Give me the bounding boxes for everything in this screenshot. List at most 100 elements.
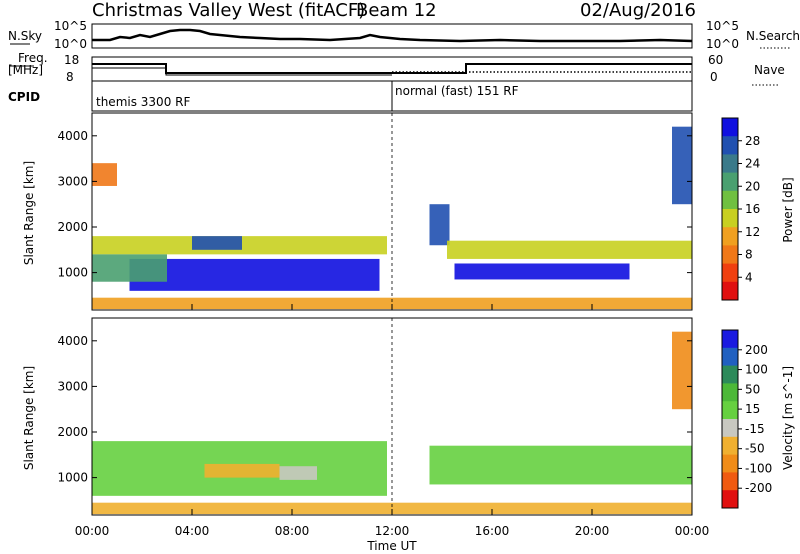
power-colorbar: 28 24 20 16 12 8 4 Power [dB] [721,117,795,301]
velocity-band-3 [92,502,692,515]
power-colorbar-tick-2: 20 [745,179,760,193]
velocity-colorbar-label: Velocity [m s^-1] [781,366,795,470]
power-colorbar-tick-5: 8 [745,248,753,262]
power-x-ticks [91,304,693,310]
nsky-tick-bottom: 10^0 [54,37,87,51]
velocity-y-tick-label-3: 4000 [57,334,88,348]
nave-tick-bottom: 0 [710,70,718,84]
x-axis-label: Time UT [366,539,417,553]
power-bands [92,126,692,310]
velocity-colorbar-cell-0 [722,330,738,349]
power-band-9 [92,163,117,186]
power-band-3 [92,254,167,282]
velocity-colorbar-cell-1 [722,347,738,367]
freq-tick-top: 18 [64,53,79,67]
nave-label: Nave [754,63,785,77]
power-colorbar-cell-0 [722,118,738,137]
power-ylabel: Slant Range [km] [22,161,36,265]
nsky-panel: N.Sky 10^5 10^0 10^5 10^0 N.Search [8,19,800,51]
nave-trace [92,67,392,76]
velocity-x-ticks [91,509,693,515]
x-tick-label-0: 00:00 [75,524,110,538]
velocity-y-tick-label-0: 1000 [57,471,88,485]
cpid-label: CPID [8,90,40,104]
power-colorbar-cell-8 [722,263,738,283]
power-colorbar-cell-6 [722,227,738,246]
x-tick-labels: 00:00 04:00 08:00 12:00 16:00 20:00 00:00 [75,524,710,538]
date-title: 02/Aug/2016 [580,0,696,21]
beam-title: Beam 12 [356,0,437,21]
power-band-7 [454,263,630,280]
nsearch-label: N.Search [746,29,800,43]
velocity-colorbar-tick-1: 100 [745,363,768,377]
cpid-segment-1: themis 3300 RF [96,95,190,109]
power-colorbar-cell-3 [722,172,738,192]
velocity-colorbar-tick-3: 15 [745,402,760,416]
velocity-colorbar-cell-6 [722,436,738,456]
velocity-bands [92,331,692,515]
power-colorbar-tick-1: 24 [745,157,760,171]
velocity-band-4 [429,445,692,485]
x-tick-label-4: 16:00 [475,524,510,538]
nsky-label: N.Sky [8,29,42,43]
power-colorbar-cell-2 [722,154,738,174]
freq-label-1: Freq. [18,51,48,65]
power-colorbar-tick-3: 16 [745,202,760,216]
velocity-colorbar-tick-6: -100 [745,461,772,475]
velocity-colorbar-cell-8 [722,472,738,491]
freq-tick-bottom: 8 [66,70,74,84]
velocity-y-tick-label-1: 2000 [57,425,88,439]
power-colorbar-tick-6: 4 [745,270,753,284]
power-band-5 [429,204,450,246]
station-title: Christmas Valley West (fitACF) [92,0,365,21]
power-colorbar-tick-4: 12 [745,225,760,239]
power-band-8 [672,126,692,205]
velocity-band-5 [672,331,692,410]
cpid-panel: CPID themis 3300 RF normal (fast) 151 RF [8,80,693,112]
velocity-colorbar-tick-4: -15 [745,422,765,436]
power-colorbar-cell-4 [722,190,738,210]
power-colorbar-tick-0: 28 [745,134,760,148]
velocity-colorbar-cell-7 [722,454,738,473]
freq-panel: Freq. [MHz] 18 8 60 0 Nave [8,51,785,86]
velocity-colorbar-cell-3 [722,383,738,402]
power-y-tick-label-1: 2000 [57,220,88,234]
power-y-tick-label-2: 3000 [57,174,88,188]
velocity-colorbar-cell-9 [722,490,738,509]
power-y-ticks: 1000 2000 3000 4000 [57,129,692,280]
velocity-colorbar-cell-2 [722,365,738,384]
velocity-panel: 1000 2000 3000 4000 Slant Range [km] [22,317,693,516]
velocity-y-ticks: 1000 2000 3000 4000 [57,334,692,485]
power-colorbar-label: Power [dB] [781,177,795,242]
velocity-colorbar-tick-5: -50 [745,442,765,456]
velocity-colorbar-tick-7: -200 [745,481,772,495]
freq-trace [92,63,692,74]
cpid-segment-2: normal (fast) 151 RF [395,84,519,98]
velocity-band-2 [279,466,317,480]
power-y-tick-label-3: 4000 [57,129,88,143]
velocity-y-tick-label-2: 3000 [57,379,88,393]
velocity-colorbar: 200 100 50 15 -15 -50 -100 -200 Velocity [m s^-… [721,329,795,509]
x-tick-label-2: 08:00 [275,524,310,538]
power-colorbar-cell-9 [722,281,738,301]
velocity-ylabel: Slant Range [km] [22,366,36,470]
power-band-1 [129,258,380,291]
power-colorbar-cell-5 [722,209,738,228]
velocity-colorbar-cell-5 [722,419,738,438]
x-tick-label-3: 12:00 [375,524,410,538]
nsearch-tick-bottom: 10^0 [706,37,739,51]
nsky-trace [92,28,693,43]
freq-label-2: [MHz] [8,63,43,77]
power-colorbar-cell-1 [722,136,738,155]
x-tick-label-1: 04:00 [175,524,210,538]
power-y-tick-label-0: 1000 [57,266,88,280]
velocity-colorbar-cell-4 [722,401,738,420]
nave-tick-top: 60 [708,53,723,67]
velocity-colorbar-tick-0: 200 [745,343,768,357]
power-band-2 [192,236,242,250]
nsearch-tick-top: 10^5 [706,19,739,33]
velocity-colorbar-tick-2: 50 [745,382,760,396]
power-colorbar-cell-7 [722,245,738,265]
power-band-6 [447,240,692,259]
